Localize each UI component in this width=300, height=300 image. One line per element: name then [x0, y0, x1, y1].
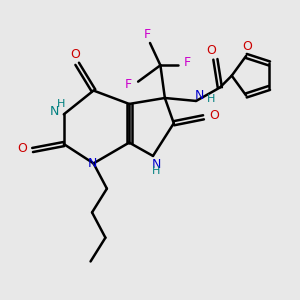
Text: F: F [184, 56, 191, 69]
Text: O: O [206, 44, 216, 57]
Text: N: N [151, 158, 160, 171]
Text: O: O [243, 40, 253, 53]
Text: H: H [207, 94, 216, 103]
Text: H: H [57, 99, 65, 109]
Text: N: N [194, 88, 204, 101]
Text: F: F [143, 28, 151, 41]
Text: H: H [152, 167, 160, 176]
Text: O: O [209, 109, 219, 122]
Text: N: N [50, 105, 60, 118]
Text: O: O [70, 48, 80, 62]
Text: N: N [87, 157, 97, 170]
Text: F: F [125, 77, 132, 91]
Text: O: O [17, 142, 27, 155]
